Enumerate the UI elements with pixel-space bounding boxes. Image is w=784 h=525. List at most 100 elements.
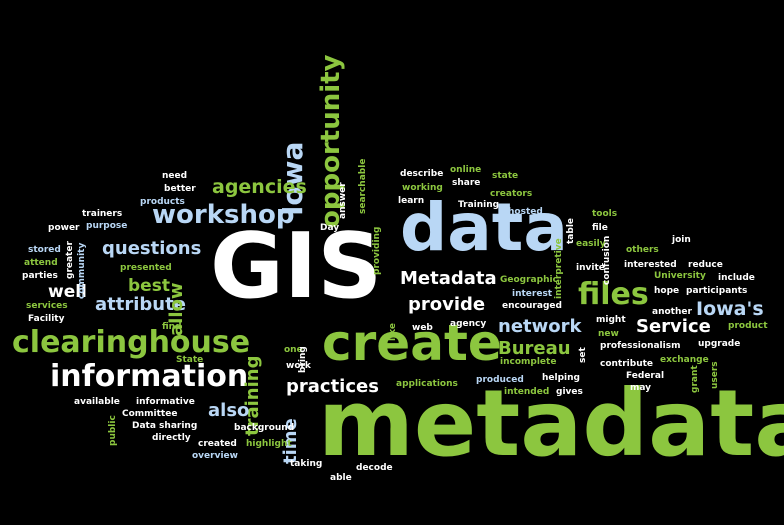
- word-gis: GIS: [210, 214, 383, 319]
- word-questions: questions: [102, 238, 202, 259]
- word-metadata-large: metadata: [318, 370, 784, 477]
- word-trainers: trainers: [82, 209, 123, 219]
- word-data-sharing: Data sharing: [132, 421, 198, 431]
- word-parties: parties: [22, 271, 58, 281]
- word-purpose: purpose: [86, 221, 128, 231]
- word-background: background: [234, 423, 295, 433]
- word-contribute: contribute: [600, 359, 654, 369]
- word-like: like: [388, 322, 398, 341]
- word-committee: Committee: [122, 409, 178, 419]
- word-one: one: [284, 345, 303, 355]
- word-others: others: [626, 245, 659, 255]
- word-participants: participants: [686, 286, 748, 296]
- word-intended: intended: [504, 387, 550, 397]
- word-exchange: exchange: [660, 355, 709, 365]
- word-interest: interest: [512, 289, 553, 299]
- word-also: also: [208, 400, 250, 421]
- word-new: new: [598, 329, 619, 339]
- word-workshop: workshop: [152, 200, 295, 230]
- word-easily: easily: [576, 239, 606, 249]
- word-produced: produced: [476, 375, 524, 385]
- word-attend: attend: [24, 258, 58, 268]
- word-state-capital: State: [176, 355, 204, 365]
- word-applications: applications: [396, 379, 458, 389]
- word-presented: presented: [120, 263, 172, 273]
- word-greater: greater: [65, 241, 75, 279]
- word-share: share: [452, 178, 481, 188]
- word-set: set: [578, 347, 588, 363]
- word-federal: Federal: [626, 371, 665, 381]
- word-hope: hope: [654, 286, 680, 296]
- word-provide: provide: [408, 294, 486, 315]
- word-learn: learn: [398, 196, 425, 206]
- word-another: another: [652, 307, 692, 317]
- word-create: create: [322, 314, 502, 372]
- word-state: state: [492, 171, 519, 181]
- word-metadata-small: Metadata: [400, 268, 497, 289]
- word-interpretive: interpretive: [554, 238, 564, 299]
- word-agencies: agencies: [212, 176, 307, 198]
- word-describe: describe: [400, 169, 444, 179]
- word-confusion: confusion: [602, 235, 612, 285]
- word-attribute: attribute: [95, 294, 186, 315]
- word-created: created: [198, 439, 237, 449]
- word-services: services: [26, 301, 68, 311]
- word-product: product: [728, 321, 768, 331]
- word-public: public: [108, 415, 118, 446]
- word-creators: creators: [490, 189, 533, 199]
- word-bring: bring: [298, 346, 308, 373]
- word-best: best: [128, 276, 170, 296]
- word-taking: taking: [290, 459, 323, 469]
- word-users: users: [710, 361, 720, 389]
- word-highlight: highlight: [246, 439, 292, 449]
- word-community: community: [77, 242, 87, 299]
- word-file: file: [592, 223, 608, 233]
- word-include: include: [718, 273, 755, 283]
- word-able: able: [330, 473, 352, 483]
- word-gives: gives: [556, 387, 583, 397]
- word-available: available: [74, 397, 120, 407]
- word-web: web: [412, 323, 433, 333]
- word-products: products: [140, 197, 185, 207]
- word-power: power: [48, 223, 80, 233]
- word-interested: interested: [624, 260, 677, 270]
- word-table: table: [566, 217, 576, 244]
- word-information: information: [50, 359, 249, 394]
- word-providing: providing: [372, 226, 382, 275]
- word-incomplete: incomplete: [500, 357, 557, 367]
- word-overview: overview: [192, 451, 238, 461]
- word-professionalism: professionalism: [600, 341, 681, 351]
- word-hosted: hosted: [508, 207, 543, 217]
- word-directly: directly: [152, 433, 191, 443]
- word-well: well: [48, 282, 87, 302]
- word-clearinghouse: clearinghouse: [12, 325, 251, 360]
- word-data: data: [400, 189, 568, 266]
- word-work: work: [286, 361, 311, 371]
- word-files: files: [578, 277, 649, 312]
- word-practices: practices: [286, 376, 379, 397]
- word-upgrade: upgrade: [698, 339, 741, 349]
- word-decode: decode: [356, 463, 393, 473]
- word-agency: agency: [450, 319, 487, 329]
- word-geographic: Geographic: [500, 275, 558, 285]
- word-facility: Facility: [28, 314, 65, 324]
- word-stored: stored: [28, 245, 61, 255]
- word-helping: helping: [542, 373, 580, 383]
- word-join: join: [672, 235, 691, 245]
- word-invite: invite: [576, 263, 605, 273]
- word-service: Service: [636, 316, 711, 337]
- word-day: Day: [320, 223, 340, 233]
- word-online: online: [450, 165, 482, 175]
- word-network: network: [498, 316, 582, 337]
- word-may: may: [630, 383, 652, 393]
- word-might: might: [596, 315, 626, 325]
- word-training-small: Training: [458, 200, 500, 210]
- word-iowas: Iowa's: [696, 298, 764, 320]
- word-encouraged: encouraged: [502, 301, 562, 311]
- word-better: better: [164, 184, 196, 194]
- word-need: need: [162, 171, 188, 181]
- word-tools: tools: [592, 209, 618, 219]
- word-reduce: reduce: [688, 260, 723, 270]
- word-find: find: [162, 322, 182, 332]
